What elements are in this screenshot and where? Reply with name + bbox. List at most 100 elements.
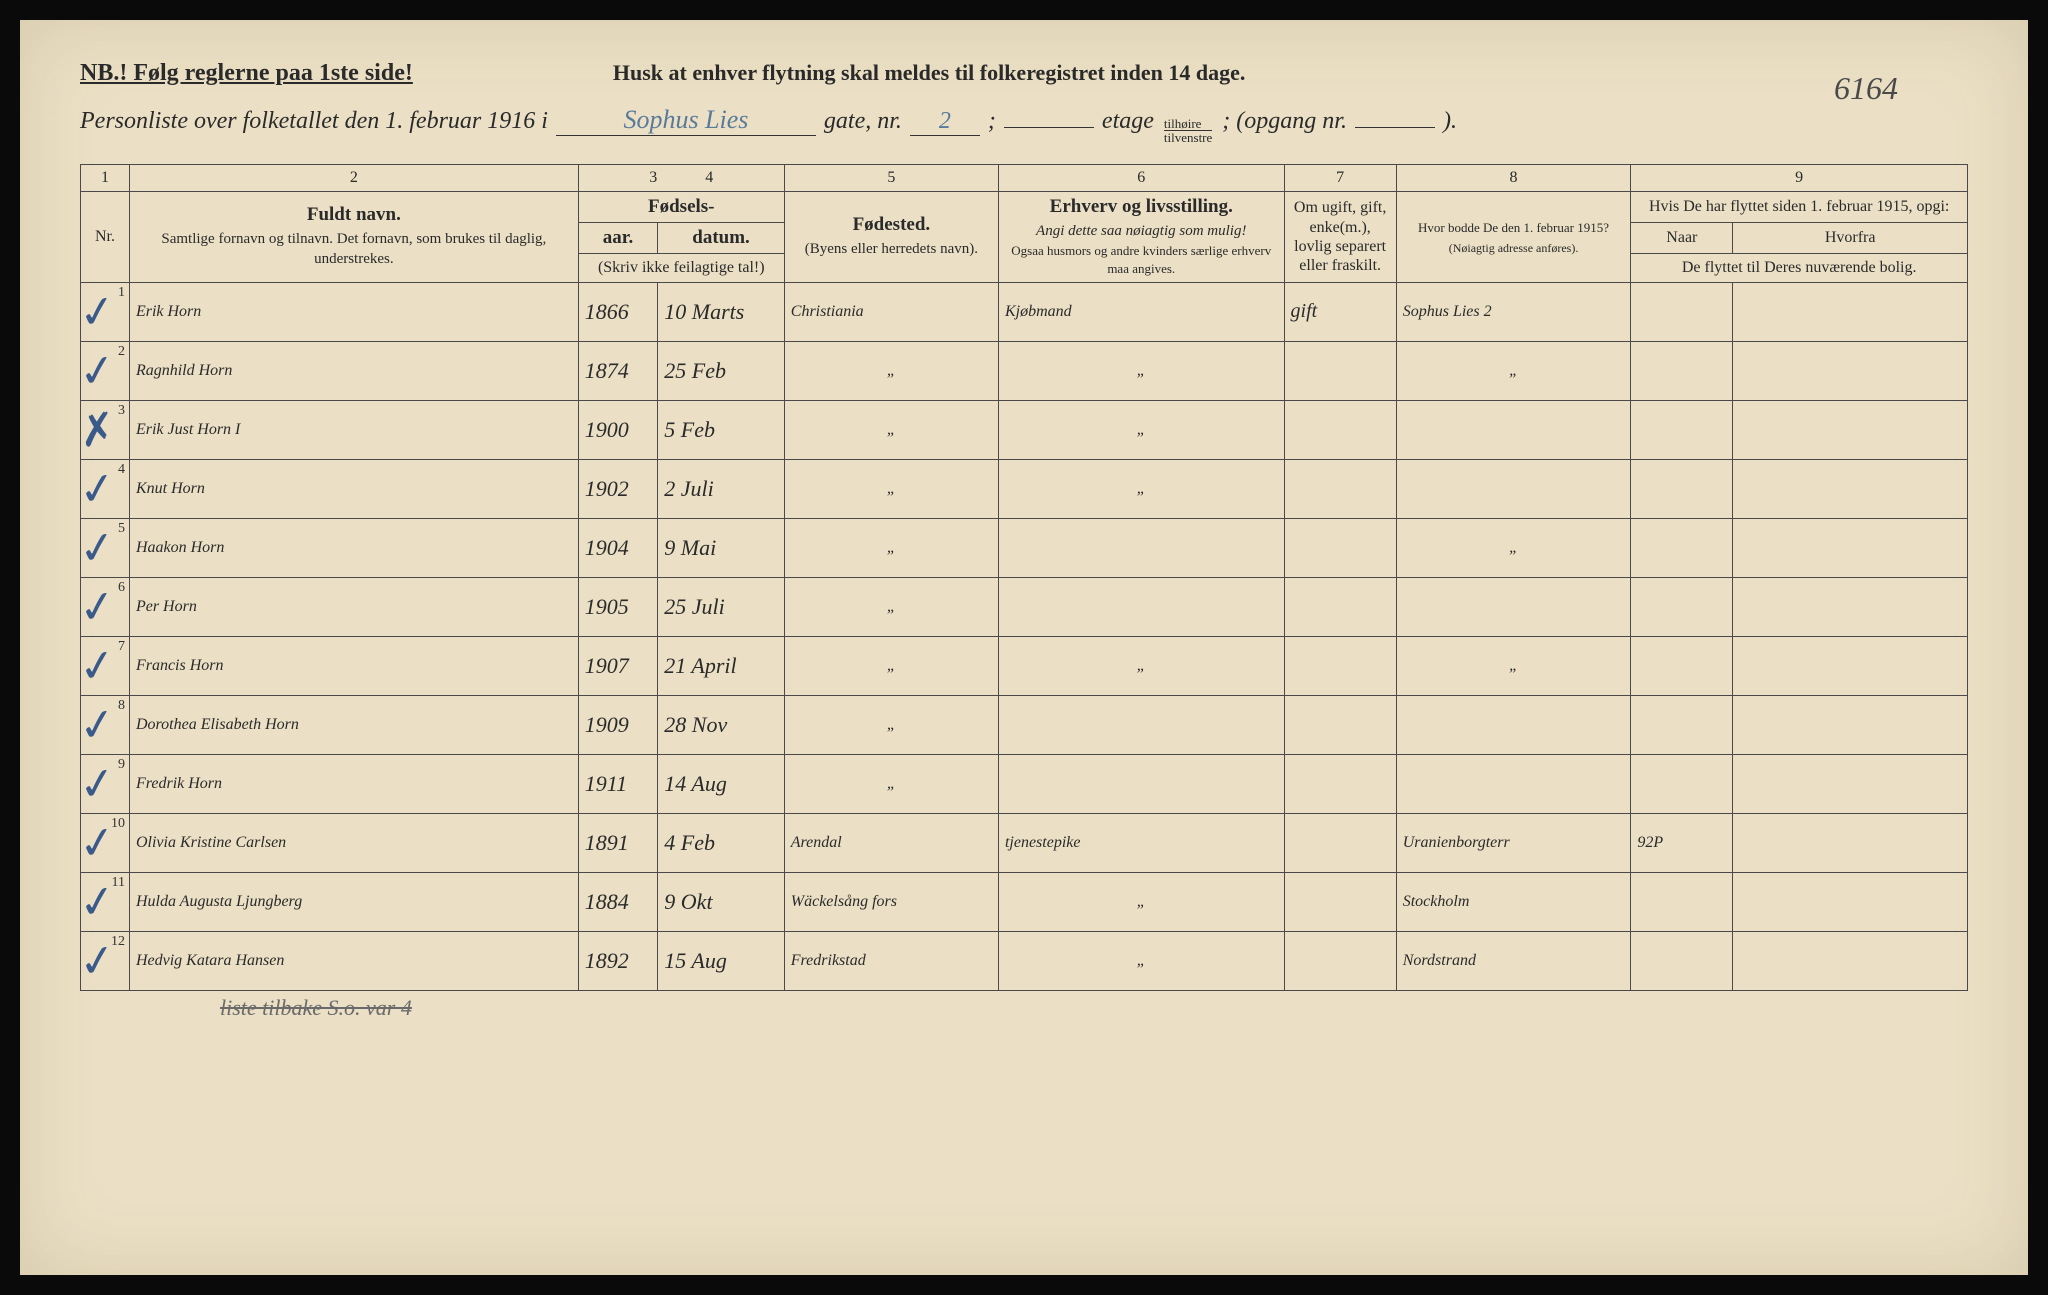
- cell-name: Francis Horn: [129, 636, 578, 695]
- check-mark: ✓: [76, 815, 120, 871]
- cell-naar: [1631, 872, 1733, 931]
- cell-from: [1733, 695, 1968, 754]
- cell-naar: [1631, 636, 1733, 695]
- side-fraction: tilhøire tilvenstre: [1164, 117, 1212, 144]
- row-nr: ✓10: [81, 813, 130, 872]
- table-row: ✓7Francis Horn190721 April„„„: [81, 636, 1968, 695]
- cell-name: Ragnhild Horn: [129, 341, 578, 400]
- col-aar-note: (Skriv ikke feilagtige tal!): [578, 254, 784, 282]
- cell: Christiania: [784, 282, 998, 341]
- row-nr: ✓7: [81, 636, 130, 695]
- etage-label: etage: [1102, 108, 1154, 135]
- cell-date: 25 Juli: [658, 577, 784, 636]
- cell-naar: [1631, 931, 1733, 990]
- cell: Arendal: [784, 813, 998, 872]
- gate-label: gate, nr.: [824, 108, 902, 135]
- col-moved-sub: De flyttet til Deres nuværende bolig.: [1631, 254, 1968, 282]
- cell-name: Erik Horn: [129, 282, 578, 341]
- table-row: ✓8Dorothea Elisabeth Horn190928 Nov„: [81, 695, 1968, 754]
- cell-date: 9 Okt: [658, 872, 784, 931]
- cell-status: [1284, 636, 1396, 695]
- check-mark: ✓: [76, 933, 120, 989]
- row-nr: ✓6: [81, 577, 130, 636]
- cell: „: [784, 577, 998, 636]
- nb-notice: NB.! Følg reglerne paa 1ste side!: [80, 60, 413, 87]
- table-row: ✓5Haakon Horn19049 Mai„„: [81, 518, 1968, 577]
- table-row: ✓12Hedvig Katara Hansen189215 AugFredrik…: [81, 931, 1968, 990]
- table-row: ✓9Fredrik Horn191114 Aug„: [81, 754, 1968, 813]
- street-field: Sophus Lies: [556, 105, 816, 136]
- cell-from: [1733, 400, 1968, 459]
- col-name: Fuldt navn. Samtlige fornavn og tilnavn.…: [129, 192, 578, 283]
- cell-date: 10 Marts: [658, 282, 784, 341]
- colnum-6: 6: [998, 165, 1284, 192]
- cell: „: [1396, 636, 1631, 695]
- check-mark: ✓: [76, 461, 120, 517]
- cell-name: Haakon Horn: [129, 518, 578, 577]
- cell-name: Dorothea Elisabeth Horn: [129, 695, 578, 754]
- cell-status: [1284, 813, 1396, 872]
- row-nr: ✓8: [81, 695, 130, 754]
- personliste-label: Personliste over folketallet den 1. febr…: [80, 108, 548, 135]
- cell: [1396, 459, 1631, 518]
- check-mark: ✓: [76, 343, 120, 399]
- cell-date: 15 Aug: [658, 931, 784, 990]
- cell-date: 2 Juli: [658, 459, 784, 518]
- cell-year: 1884: [578, 872, 658, 931]
- colnum-2: 2: [129, 165, 578, 192]
- cell: Uranienborgterr: [1396, 813, 1631, 872]
- cell-date: 14 Aug: [658, 754, 784, 813]
- cell-name: Knut Horn: [129, 459, 578, 518]
- cell-naar: [1631, 577, 1733, 636]
- col-datum: datum.: [658, 223, 784, 254]
- cell-from: [1733, 341, 1968, 400]
- cell-naar: [1631, 400, 1733, 459]
- cell-status: gift: [1284, 282, 1396, 341]
- check-mark: ✓: [76, 579, 120, 635]
- cell-year: 1911: [578, 754, 658, 813]
- cell-naar: [1631, 459, 1733, 518]
- husk-notice: Husk at enhver flytning skal meldes til …: [613, 60, 1246, 86]
- cell: Sophus Lies 2: [1396, 282, 1631, 341]
- cell: Kjøbmand: [998, 282, 1284, 341]
- cell: Wäckelsång fors: [784, 872, 998, 931]
- cell-from: [1733, 872, 1968, 931]
- col-fodested: Fødested. (Byens eller herredets navn).: [784, 192, 998, 283]
- cell: [998, 695, 1284, 754]
- cell-status: [1284, 695, 1396, 754]
- cell-status: [1284, 518, 1396, 577]
- row-nr: ✗3: [81, 400, 130, 459]
- cell-from: [1733, 813, 1968, 872]
- col-nr: Nr.: [81, 192, 130, 283]
- cell-year: 1900: [578, 400, 658, 459]
- cell-year: 1905: [578, 577, 658, 636]
- cell-status: [1284, 931, 1396, 990]
- check-mark: ✓: [76, 756, 120, 812]
- etage-field: [1004, 127, 1094, 128]
- cell-from: [1733, 754, 1968, 813]
- cell-naar: [1631, 341, 1733, 400]
- cell-year: 1891: [578, 813, 658, 872]
- cell: tjenestepike: [998, 813, 1284, 872]
- cell-date: 28 Nov: [658, 695, 784, 754]
- cell: Stockholm: [1396, 872, 1631, 931]
- check-mark: ✗: [76, 402, 120, 458]
- col-status: Om ugift, gift, enke(m.), lovlig separer…: [1284, 192, 1396, 283]
- cell-year: 1904: [578, 518, 658, 577]
- colnum-8: 8: [1396, 165, 1631, 192]
- colnum-34: 3 4: [578, 165, 784, 192]
- cell: „: [784, 459, 998, 518]
- check-mark: ✓: [76, 284, 120, 340]
- cell-name: Hedvig Katara Hansen: [129, 931, 578, 990]
- row-nr: ✓2: [81, 341, 130, 400]
- cell-from: [1733, 282, 1968, 341]
- cell-year: 1909: [578, 695, 658, 754]
- cell: Fredrikstad: [784, 931, 998, 990]
- cell-naar: 92P: [1631, 813, 1733, 872]
- check-mark: ✓: [76, 874, 120, 930]
- cell: [1396, 754, 1631, 813]
- cell: Nordstrand: [1396, 931, 1631, 990]
- row-nr: ✓9: [81, 754, 130, 813]
- cell-year: 1866: [578, 282, 658, 341]
- table-row: ✗3Erik Just Horn I19005 Feb„„: [81, 400, 1968, 459]
